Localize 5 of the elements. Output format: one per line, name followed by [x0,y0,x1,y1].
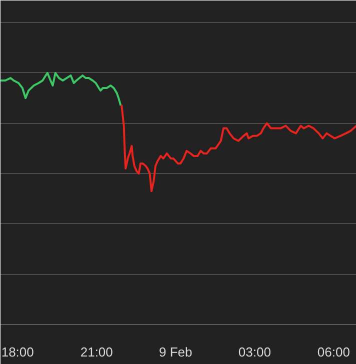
x-tick-label: 06:00 [317,344,350,360]
x-tick-label: 18:00 [1,344,34,360]
x-tick-label: 03:00 [238,344,271,360]
x-tick-label: 9 Feb [159,344,192,360]
x-tick-label: 21:00 [80,344,113,360]
